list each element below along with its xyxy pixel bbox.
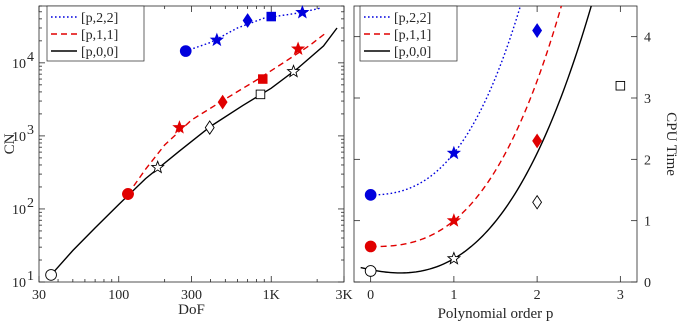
right-y-axis-title: CPU Time	[663, 112, 679, 176]
legend-label: [p,0,0]	[81, 45, 118, 60]
right-series-line	[370, 6, 563, 248]
legend-label: [p,1,1]	[81, 28, 118, 43]
right-series-2	[360, 6, 592, 274]
right-series-0	[370, 6, 522, 196]
right-data-point	[446, 145, 462, 160]
left-y-tick-label: 10	[12, 130, 26, 145]
left-data-point	[258, 74, 268, 84]
left-x-axis-title: DoF	[178, 302, 205, 318]
left-y-tick-label: 10	[12, 276, 26, 291]
right-y-tick-label: 4	[644, 31, 651, 46]
left-data-point	[242, 13, 253, 28]
right-series-markers-0	[364, 23, 543, 201]
left-data-point	[150, 159, 165, 174]
left-x-tick-label: 100	[108, 288, 129, 303]
left-x-tick-label: 3K	[335, 288, 352, 303]
right-data-point	[364, 265, 377, 277]
left-series-1	[127, 31, 327, 195]
left-data-point	[255, 89, 266, 100]
left-series-line	[50, 27, 338, 276]
legend: [p,2,2] [p,1,1] [p,0,0]	[46, 5, 145, 62]
left-y-tick-label: 10	[12, 57, 26, 72]
left-data-point	[217, 94, 228, 110]
left-data-point	[266, 11, 276, 22]
right-series-markers-2	[364, 80, 626, 277]
left-x-tick-label: 30	[32, 288, 46, 303]
right-x-axis-title: Polynomial order p	[438, 306, 554, 322]
right-data-point	[532, 194, 543, 210]
right-chart: 0 1 2 3 0 1 2 3 4 Polynomial order p CPU Time [p,2,…	[353, 5, 679, 322]
right-y-tick-label: 1	[644, 215, 651, 230]
right-data-point	[446, 251, 462, 265]
right-y-tick-label: 0	[644, 276, 651, 291]
right-data-point	[364, 189, 377, 201]
left-data-point	[290, 41, 306, 56]
left-data-point	[209, 32, 224, 47]
left-y-tick-exponent: 4	[27, 50, 34, 65]
left-series-markers-2	[45, 64, 301, 281]
left-data-point	[286, 64, 301, 78]
right-data-point	[615, 80, 626, 91]
left-series-line	[127, 31, 327, 195]
right-x-tick-label: 0	[367, 288, 374, 303]
legend: [p,2,2] [p,1,1] [p,0,0]	[359, 5, 458, 62]
legend-label: [p,0,0]	[394, 45, 431, 60]
left-y-tick-exponent: 2	[27, 196, 34, 211]
left-y-axis-title: CN	[2, 133, 18, 154]
left-y-tick-exponent: 1	[27, 269, 34, 284]
right-y-tick-label: 3	[644, 92, 651, 107]
left-y-tick-label: 10	[12, 203, 26, 218]
right-data-point	[532, 133, 543, 149]
right-y-tick-label: 2	[644, 153, 651, 168]
legend-label: [p,2,2]	[394, 11, 431, 26]
left-series-2	[50, 27, 338, 276]
left-data-point	[172, 120, 187, 134]
left-x-tick-label: 300	[181, 288, 202, 303]
left-data-point	[122, 188, 134, 200]
right-x-tick-label: 3	[617, 288, 624, 303]
left-data-point	[179, 45, 192, 57]
right-series-line	[360, 6, 592, 274]
left-y-tick-exponent: 3	[27, 123, 34, 138]
legend-label: [p,2,2]	[81, 11, 118, 26]
right-data-point	[446, 213, 462, 227]
left-data-point	[204, 120, 215, 135]
right-data-point	[532, 23, 543, 38]
right-data-point	[364, 240, 377, 253]
right-series-markers-1	[364, 133, 543, 253]
left-series-markers-0	[179, 4, 310, 57]
right-series-1	[370, 6, 563, 248]
legend-label: [p,1,1]	[394, 28, 431, 43]
right-x-tick-label: 1	[450, 288, 457, 303]
right-x-tick-label: 2	[534, 288, 541, 303]
left-data-point	[295, 4, 310, 19]
left-data-point	[45, 269, 57, 281]
right-series-line	[370, 6, 522, 196]
left-x-tick-label: 1K	[263, 288, 280, 303]
right-plot-frame	[353, 5, 638, 283]
